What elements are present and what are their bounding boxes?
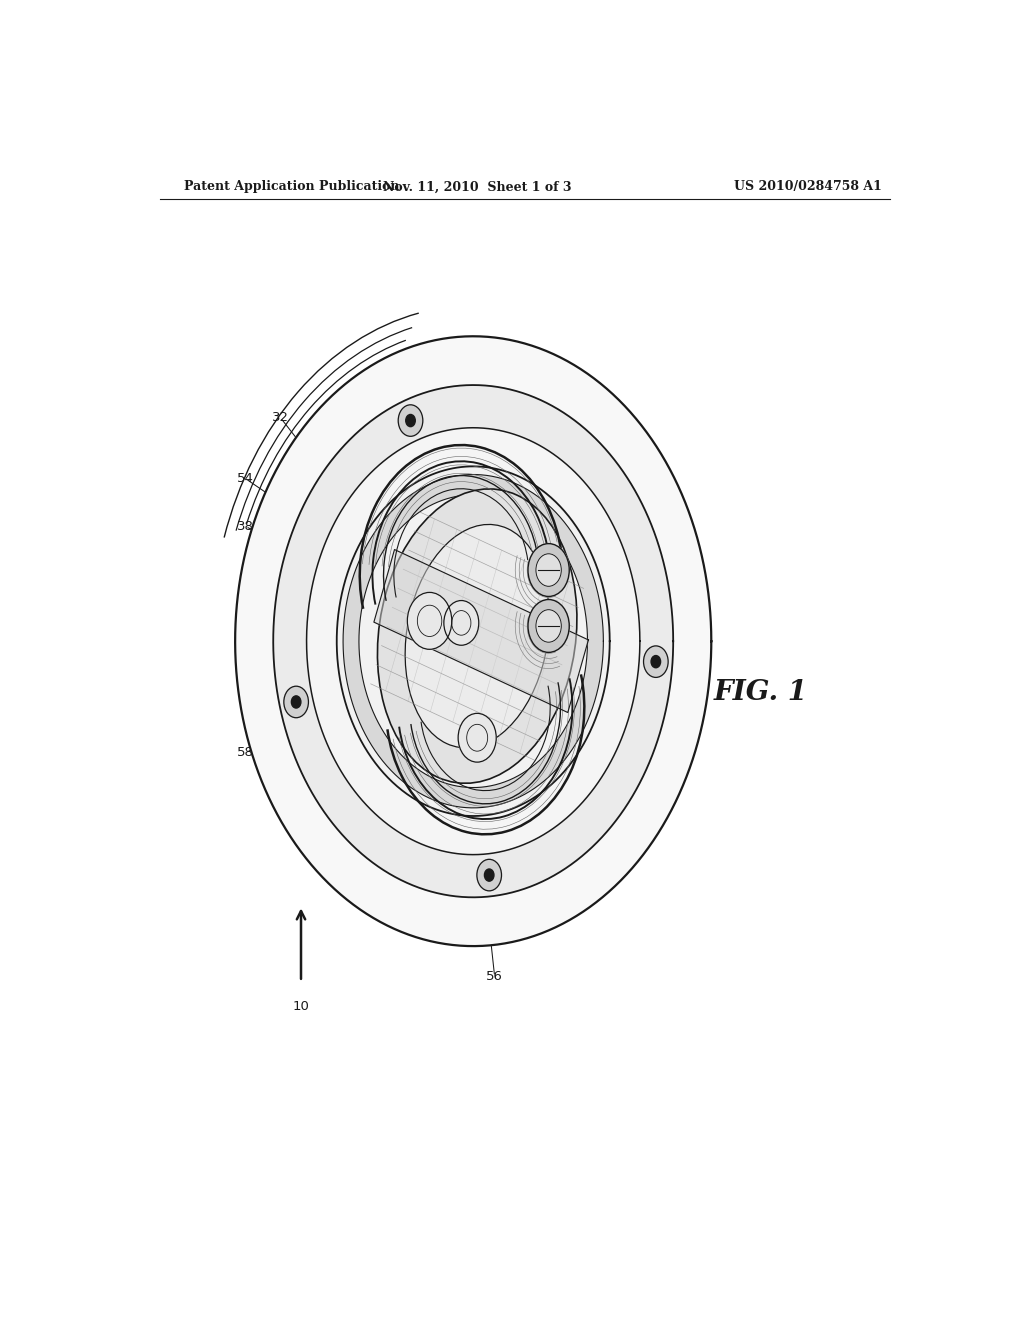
Text: 90: 90 <box>636 557 652 569</box>
Circle shape <box>484 869 494 882</box>
Text: 54: 54 <box>237 473 254 484</box>
Text: Nov. 11, 2010  Sheet 1 of 3: Nov. 11, 2010 Sheet 1 of 3 <box>383 181 571 193</box>
Ellipse shape <box>378 488 577 783</box>
Circle shape <box>398 405 423 437</box>
Text: 50: 50 <box>449 438 466 451</box>
Text: 58: 58 <box>237 747 254 759</box>
Circle shape <box>284 686 308 718</box>
Circle shape <box>536 554 561 586</box>
Circle shape <box>477 859 502 891</box>
Text: 56: 56 <box>486 970 503 983</box>
Text: 52: 52 <box>634 709 651 722</box>
Circle shape <box>528 544 569 597</box>
Circle shape <box>458 713 497 762</box>
Circle shape <box>528 599 569 652</box>
Text: 34: 34 <box>364 438 381 451</box>
Polygon shape <box>236 337 712 946</box>
Circle shape <box>408 593 452 649</box>
Text: 38: 38 <box>237 520 254 533</box>
Circle shape <box>406 414 416 426</box>
Text: 60: 60 <box>520 438 538 451</box>
Text: 30: 30 <box>318 426 335 440</box>
Text: 70: 70 <box>573 438 591 451</box>
Text: 32: 32 <box>271 411 289 424</box>
Circle shape <box>339 470 607 813</box>
Text: US 2010/0284758 A1: US 2010/0284758 A1 <box>734 181 882 193</box>
Circle shape <box>651 656 660 668</box>
Circle shape <box>292 696 301 708</box>
Polygon shape <box>337 466 609 816</box>
Text: FIG. 1: FIG. 1 <box>714 678 808 705</box>
Ellipse shape <box>406 524 549 747</box>
Circle shape <box>443 601 479 645</box>
Polygon shape <box>273 385 673 898</box>
PathPatch shape <box>343 474 603 808</box>
Circle shape <box>536 610 561 643</box>
Text: 10: 10 <box>293 1001 309 1012</box>
Text: Patent Application Publication: Patent Application Publication <box>183 181 399 193</box>
Polygon shape <box>374 549 589 713</box>
Circle shape <box>643 645 668 677</box>
Polygon shape <box>306 428 640 854</box>
